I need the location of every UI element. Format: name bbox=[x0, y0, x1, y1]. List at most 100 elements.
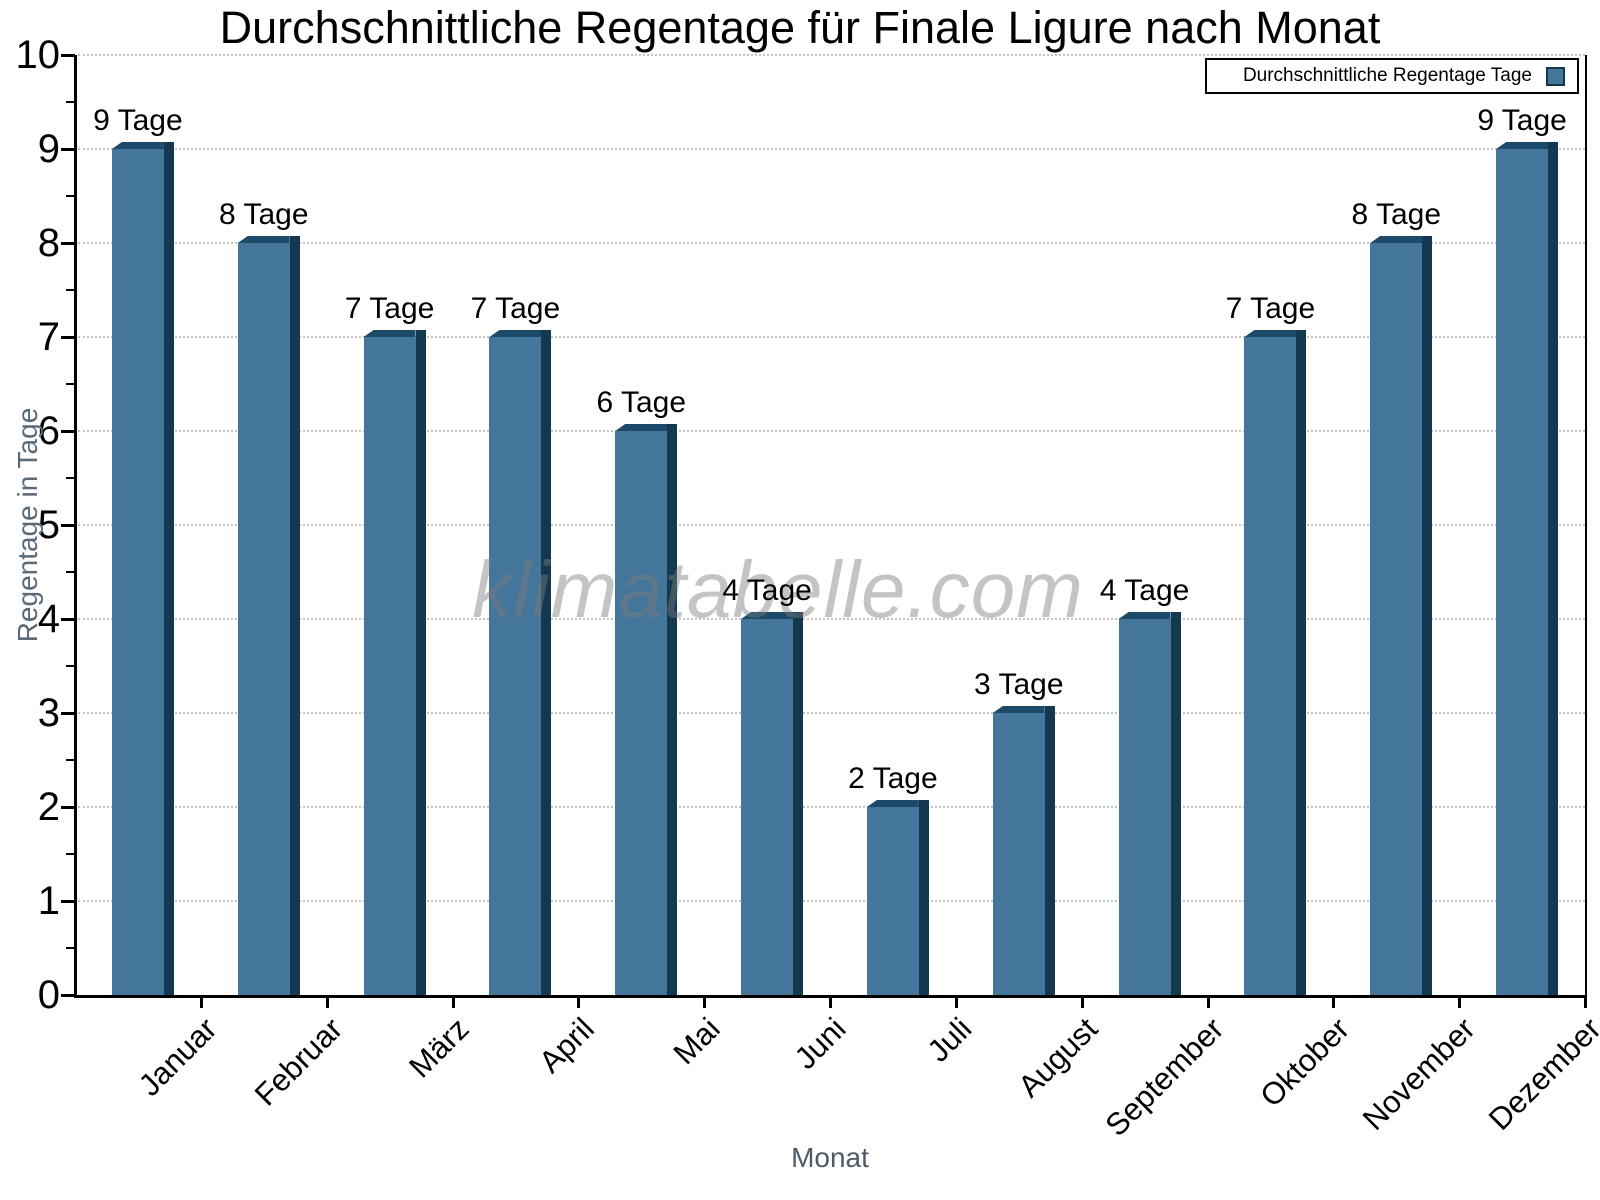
bar-label-mai: 6 Tage bbox=[596, 386, 687, 419]
y-tick-label-3: 3 bbox=[37, 691, 60, 735]
x-tick-label-mai: Mai bbox=[666, 1011, 727, 1072]
gridline-2 bbox=[78, 806, 1585, 808]
gridline-3 bbox=[78, 712, 1585, 714]
y-tick-label-0: 0 bbox=[37, 973, 60, 1017]
y-tick-8 bbox=[61, 242, 75, 245]
bar-september bbox=[1118, 612, 1181, 995]
y-minor-tick-9.5 bbox=[66, 101, 75, 103]
bar-side-mai bbox=[667, 424, 678, 995]
bar-label-januar: 9 Tage bbox=[93, 104, 183, 137]
bar-face-november bbox=[1370, 243, 1423, 995]
y-tick-10 bbox=[61, 54, 75, 57]
x-tick-label-oktober: Oktober bbox=[1253, 1011, 1357, 1114]
y-minor-tick-7.5 bbox=[66, 289, 75, 291]
bar-side-september bbox=[1170, 612, 1181, 995]
x-tick-9 bbox=[1206, 995, 1210, 1008]
y-tick-label-7: 7 bbox=[37, 315, 60, 359]
x-tick-4 bbox=[577, 995, 581, 1008]
bar-label-märz: 7 Tage bbox=[344, 292, 435, 325]
bar-november bbox=[1370, 236, 1433, 995]
bar-juni bbox=[741, 612, 804, 995]
bar-side-april bbox=[541, 330, 552, 995]
plot-right-border bbox=[1585, 55, 1587, 995]
x-tick-label-märz: März bbox=[401, 1011, 476, 1085]
y-tick-6 bbox=[61, 430, 75, 433]
x-tick-11 bbox=[1458, 995, 1462, 1008]
bar-oktober bbox=[1244, 330, 1307, 995]
gridline-10 bbox=[78, 54, 1585, 56]
bar-top-februar bbox=[237, 236, 290, 243]
y-axis-line bbox=[74, 55, 77, 995]
y-tick-1 bbox=[61, 900, 75, 903]
bar-face-april bbox=[489, 337, 542, 995]
bar-face-august bbox=[992, 713, 1045, 995]
bar-februar bbox=[237, 236, 300, 995]
bar-label-september: 4 Tage bbox=[1099, 574, 1190, 607]
gridline-6 bbox=[78, 430, 1585, 432]
bar-mai bbox=[615, 424, 678, 995]
bar-top-märz bbox=[363, 330, 416, 337]
y-minor-tick-0.5 bbox=[66, 947, 75, 949]
bar-face-september bbox=[1118, 619, 1171, 995]
y-minor-tick-6.5 bbox=[66, 383, 75, 385]
bar-top-november bbox=[1370, 236, 1423, 243]
bar-side-november bbox=[1422, 236, 1433, 995]
x-axis-title: Monat bbox=[791, 1142, 869, 1173]
bar-top-januar bbox=[111, 142, 164, 149]
y-tick-label-1: 1 bbox=[37, 879, 60, 923]
bar-top-mai bbox=[615, 424, 668, 431]
gridline-1 bbox=[78, 900, 1585, 902]
y-tick-4 bbox=[61, 618, 75, 621]
bar-face-märz bbox=[363, 337, 416, 995]
y-tick-label-6: 6 bbox=[37, 409, 60, 453]
bar-face-januar bbox=[111, 149, 164, 995]
x-tick-3 bbox=[451, 995, 455, 1008]
y-minor-tick-8.5 bbox=[66, 195, 75, 197]
x-tick-8 bbox=[1080, 995, 1084, 1008]
bar-side-august bbox=[1044, 706, 1055, 995]
x-tick-12 bbox=[1584, 995, 1587, 1008]
x-tick-label-august: August bbox=[1011, 1011, 1105, 1104]
bar-label-juni: 4 Tage bbox=[722, 574, 812, 607]
gridline-8 bbox=[78, 242, 1585, 244]
bar-april bbox=[489, 330, 552, 995]
bar-label-april: 7 Tage bbox=[470, 292, 561, 325]
bar-märz bbox=[363, 330, 426, 995]
y-tick-2 bbox=[61, 806, 75, 809]
x-axis-line bbox=[74, 995, 1587, 998]
y-minor-tick-4.5 bbox=[66, 571, 75, 573]
y-tick-label-5: 5 bbox=[37, 503, 60, 547]
y-tick-label-9: 9 bbox=[37, 127, 60, 171]
x-tick-label-februar: Februar bbox=[247, 1011, 350, 1113]
bar-januar bbox=[111, 142, 174, 995]
gridline-4 bbox=[78, 618, 1585, 620]
bar-label-august: 3 Tage bbox=[973, 668, 1064, 701]
bar-label-dezember: 9 Tage bbox=[1477, 104, 1567, 137]
y-tick-label-2: 2 bbox=[37, 785, 60, 829]
bar-side-oktober bbox=[1296, 330, 1307, 995]
bar-top-dezember bbox=[1496, 142, 1549, 149]
bar-top-oktober bbox=[1244, 330, 1297, 337]
bar-juli bbox=[866, 800, 929, 995]
bar-side-juni bbox=[793, 612, 804, 995]
bar-august bbox=[992, 706, 1055, 995]
y-minor-tick-1.5 bbox=[66, 853, 75, 855]
chart-title: Durchschnittliche Regentage für Finale L… bbox=[219, 2, 1381, 53]
y-tick-label-4: 4 bbox=[37, 597, 60, 641]
x-tick-label-dezember: Dezember bbox=[1481, 1011, 1600, 1137]
x-tick-5 bbox=[703, 995, 707, 1008]
bar-top-september bbox=[1118, 612, 1171, 619]
x-tick-label-april: April bbox=[532, 1011, 602, 1080]
y-minor-tick-3.5 bbox=[66, 665, 75, 667]
bar-side-dezember bbox=[1548, 142, 1559, 995]
x-tick-7 bbox=[954, 995, 958, 1008]
bar-top-august bbox=[992, 706, 1045, 713]
y-tick-9 bbox=[61, 148, 75, 151]
y-axis-title: Regentage in Tage bbox=[12, 407, 43, 643]
y-tick-5 bbox=[61, 524, 75, 527]
bar-face-juni bbox=[741, 619, 794, 995]
x-tick-label-januar: Januar bbox=[131, 1011, 224, 1103]
x-tick-label-november: November bbox=[1356, 1011, 1482, 1137]
bar-side-märz bbox=[415, 330, 426, 995]
